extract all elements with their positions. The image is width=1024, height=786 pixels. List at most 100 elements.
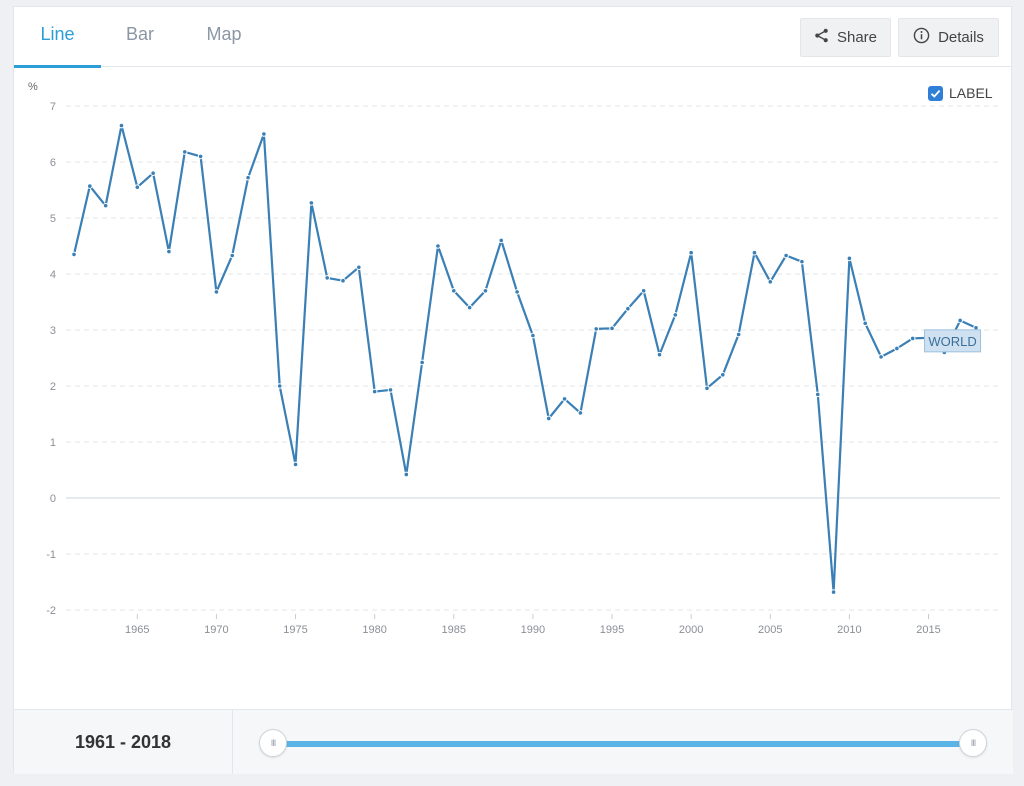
- details-button[interactable]: Details: [898, 18, 999, 57]
- range-end-handle[interactable]: III: [959, 729, 987, 757]
- y-tick-label: 4: [50, 269, 56, 281]
- data-point: [561, 396, 568, 402]
- label-toggle-text: LABEL: [949, 85, 993, 101]
- data-point: [387, 387, 394, 393]
- data-point: [720, 372, 726, 378]
- y-tick-label: 1: [50, 437, 56, 449]
- tab-bar[interactable]: Bar: [112, 7, 168, 67]
- share-icon: [814, 28, 829, 47]
- data-point: [340, 277, 346, 284]
- x-tick-label: 1980: [362, 624, 386, 636]
- data-point: [814, 391, 821, 398]
- checkmark-icon: [930, 89, 941, 98]
- data-point: [356, 264, 362, 271]
- x-tick-label: 1975: [283, 624, 307, 636]
- details-label: Details: [938, 29, 984, 46]
- data-point: [846, 255, 853, 262]
- share-button[interactable]: Share: [800, 18, 891, 57]
- handle-grip-icon: III: [970, 738, 976, 748]
- data-point: [830, 589, 837, 595]
- data-point: [783, 252, 789, 259]
- y-tick-label: -2: [46, 605, 56, 617]
- series-label-box: [924, 329, 982, 353]
- info-icon: [913, 27, 930, 48]
- data-point: [150, 170, 156, 176]
- data-point: [625, 305, 631, 312]
- share-label: Share: [836, 29, 878, 46]
- data-point: [102, 202, 109, 209]
- data-point: [609, 325, 615, 332]
- tab-bar-label: Bar: [125, 24, 154, 44]
- data-point: [87, 183, 93, 189]
- data-point: [261, 131, 267, 137]
- data-point: [799, 258, 805, 265]
- series-label: WORLD: [928, 334, 976, 349]
- chart-card: Line Bar Map Share: [13, 6, 1013, 774]
- data-point: [197, 153, 204, 160]
- data-point: [229, 252, 236, 259]
- data-point: [656, 351, 663, 358]
- data-point: [245, 174, 251, 181]
- data-point: [166, 248, 172, 255]
- data-point: [767, 279, 774, 285]
- range-start: 1961: [74, 732, 115, 752]
- range-end: 2018: [131, 732, 172, 752]
- data-point: [371, 388, 378, 395]
- data-point: [482, 288, 489, 294]
- data-point: [514, 289, 520, 295]
- range-start-handle[interactable]: III: [259, 729, 287, 757]
- data-point: [435, 243, 441, 249]
- data-point: [276, 383, 283, 389]
- data-point: [672, 312, 679, 318]
- data-point: [134, 184, 141, 190]
- data-point: [878, 354, 884, 360]
- y-tick-label: 2: [50, 381, 56, 393]
- tab-map-label: Map: [206, 24, 242, 44]
- series-line-world: [72, 124, 977, 594]
- y-tick-label: 0: [50, 493, 56, 505]
- label-toggle[interactable]: LABEL: [928, 85, 993, 101]
- year-range-slider-track[interactable]: [273, 741, 973, 747]
- x-tick-label: 2010: [837, 624, 861, 636]
- data-point: [419, 359, 425, 366]
- data-point: [751, 249, 758, 256]
- data-point: [292, 461, 299, 468]
- range-separator: -: [120, 732, 126, 752]
- data-point: [909, 335, 916, 342]
- tab-map[interactable]: Map: [194, 7, 254, 67]
- chart-type-tabs: Line Bar Map Share: [14, 7, 1011, 68]
- data-point: [324, 275, 330, 281]
- data-point: [530, 332, 536, 339]
- x-tick-label: 1965: [125, 624, 149, 636]
- x-tick-label: 1995: [600, 624, 624, 636]
- handle-grip-icon: III: [270, 738, 276, 748]
- data-point: [957, 317, 963, 324]
- data-point: [118, 122, 125, 129]
- x-tick-label: 1990: [521, 624, 545, 636]
- y-tick-label: 3: [50, 325, 56, 337]
- tab-line-label: Line: [40, 24, 75, 44]
- y-tick-label: 7: [50, 101, 56, 113]
- tab-line[interactable]: Line: [14, 7, 101, 68]
- x-tick-label: 2000: [679, 624, 703, 636]
- y-tick-label: 5: [50, 213, 56, 225]
- data-point: [894, 345, 900, 352]
- data-point: [704, 385, 710, 392]
- line-chart: -2 -1 0 1 2 3 4 5 6 7% 1965 1970 1975 1980 1985 1990 199…: [14, 67, 1013, 709]
- data-point: [498, 237, 505, 244]
- year-range-footer: 1961 - 2018 III III: [14, 709, 1013, 774]
- chart-svg: -2 -1 0 1 2 3 4 5 6 7% 1965 1970 1975 1980 1985 1990 199…: [28, 81, 1000, 636]
- active-tab-indicator: [14, 65, 101, 68]
- data-point: [450, 288, 457, 294]
- data-point: [213, 289, 220, 295]
- data-point: [593, 326, 600, 332]
- data-point: [688, 249, 694, 256]
- data-point: [181, 149, 188, 155]
- x-tick-label: 1985: [442, 624, 466, 636]
- data-point: [403, 471, 410, 478]
- y-tick-label: -1: [46, 549, 56, 561]
- data-point: [466, 304, 473, 311]
- data-point: [545, 415, 552, 422]
- x-tick-label: 2005: [758, 624, 782, 636]
- label-checkbox[interactable]: [928, 85, 943, 101]
